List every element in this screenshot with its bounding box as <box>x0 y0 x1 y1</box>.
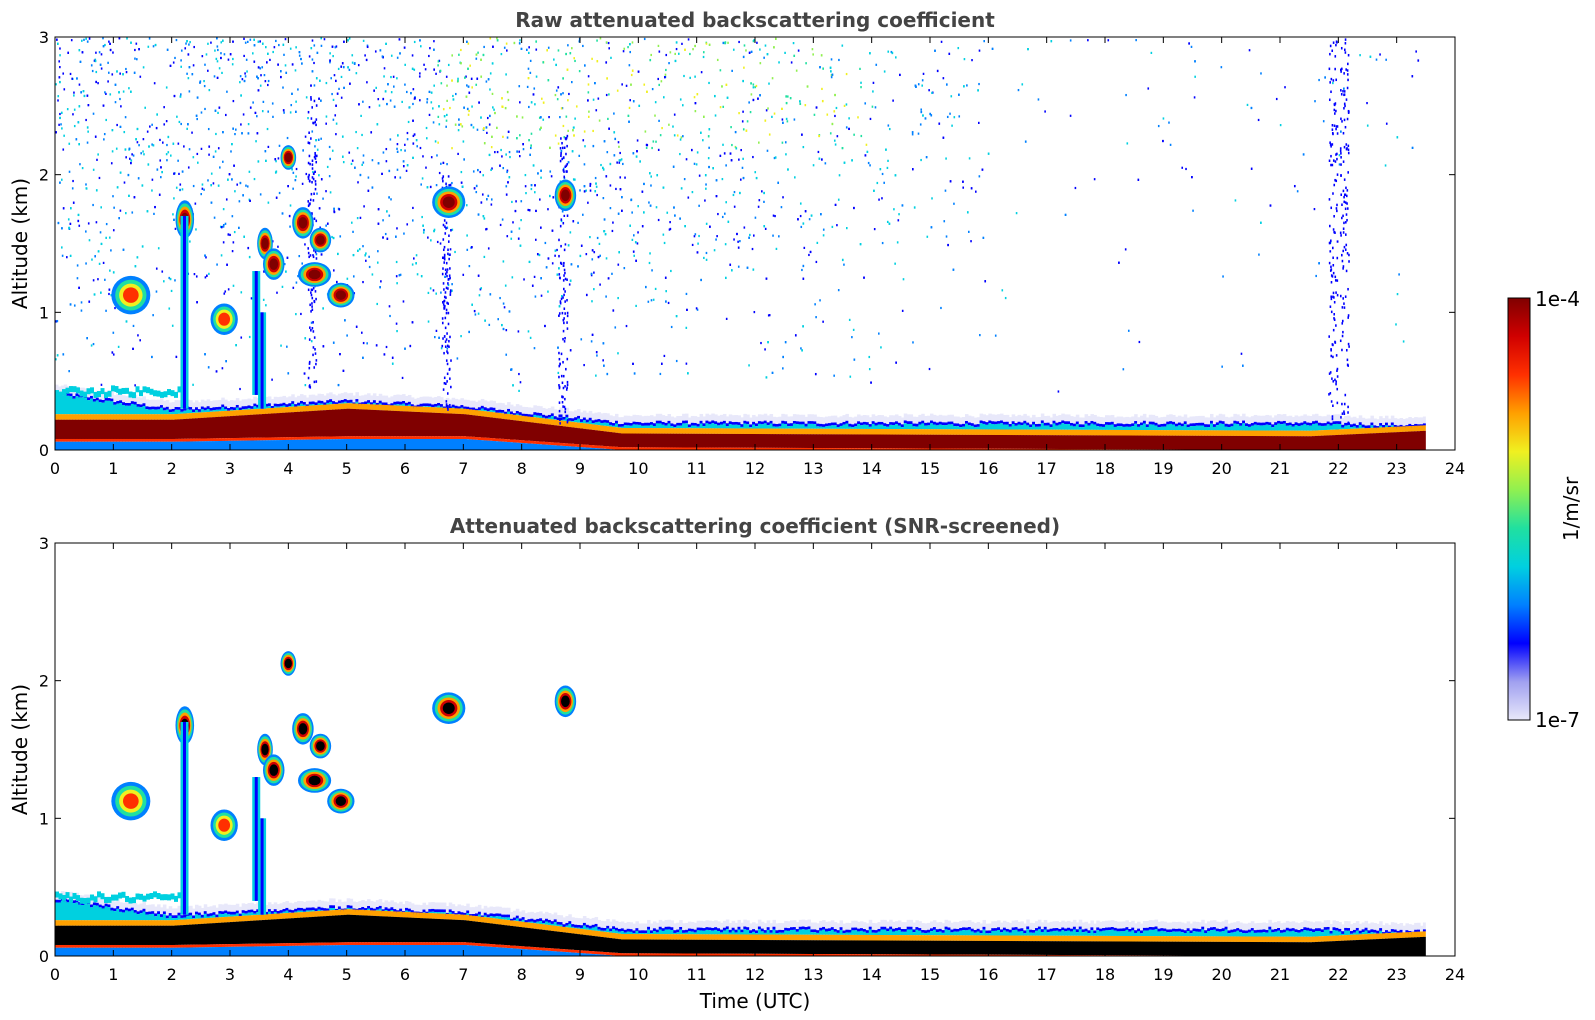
x-tick-label: 4 <box>283 965 293 984</box>
panel-1-title: Raw attenuated backscattering coefficien… <box>515 8 995 32</box>
x-tick-label: 18 <box>1095 459 1115 478</box>
y-tick-label: 0 <box>39 441 49 460</box>
colorbar-max-label: 1e-4 <box>1535 287 1580 311</box>
x-tick-label: 3 <box>225 459 235 478</box>
x-tick-label: 0 <box>50 459 60 478</box>
x-tick-label: 8 <box>517 965 527 984</box>
x-tick-label: 10 <box>628 459 648 478</box>
colorbar <box>1507 297 1531 721</box>
y-tick-label: 2 <box>39 166 49 185</box>
x-tick-label: 10 <box>628 965 648 984</box>
x-tick-label: 14 <box>861 459 881 478</box>
x-tick-label: 23 <box>1386 965 1406 984</box>
x-tick-label: 12 <box>745 459 765 478</box>
panel-2-y-axis-label: Altitude (km) <box>8 684 32 815</box>
panel-1-plot-area <box>55 37 1455 450</box>
x-tick-label: 12 <box>745 965 765 984</box>
x-tick-label: 22 <box>1328 459 1348 478</box>
colorbar-min-label: 1e-7 <box>1535 708 1580 732</box>
x-axis-label: Time (UTC) <box>699 989 811 1013</box>
x-tick-label: 14 <box>861 965 881 984</box>
x-tick-label: 17 <box>1036 459 1056 478</box>
x-tick-label: 8 <box>517 459 527 478</box>
x-tick-label: 13 <box>803 965 823 984</box>
x-tick-label: 6 <box>400 965 410 984</box>
x-tick-label: 16 <box>978 459 998 478</box>
y-tick-label: 3 <box>39 534 49 553</box>
x-tick-label: 11 <box>686 965 706 984</box>
x-tick-label: 1 <box>108 965 118 984</box>
x-tick-label: 17 <box>1036 965 1056 984</box>
x-tick-label: 0 <box>50 965 60 984</box>
x-tick-label: 24 <box>1445 459 1465 478</box>
x-tick-label: 6 <box>400 459 410 478</box>
x-tick-label: 21 <box>1270 459 1290 478</box>
x-tick-label: 13 <box>803 459 823 478</box>
colorbar-unit-label: 1/m/sr <box>1559 476 1583 541</box>
x-tick-label: 5 <box>342 459 352 478</box>
y-tick-label: 1 <box>39 809 49 828</box>
x-tick-label: 23 <box>1386 459 1406 478</box>
panel-2-plot-area <box>55 543 1455 956</box>
x-tick-label: 4 <box>283 459 293 478</box>
x-tick-label: 15 <box>920 965 940 984</box>
x-tick-label: 7 <box>458 965 468 984</box>
x-tick-label: 24 <box>1445 965 1465 984</box>
x-tick-label: 1 <box>108 459 118 478</box>
y-tick-label: 3 <box>39 28 49 47</box>
x-tick-label: 3 <box>225 965 235 984</box>
x-tick-label: 16 <box>978 965 998 984</box>
x-tick-label: 22 <box>1328 965 1348 984</box>
y-tick-label: 1 <box>39 303 49 322</box>
x-tick-label: 9 <box>575 459 585 478</box>
x-tick-label: 19 <box>1153 459 1173 478</box>
y-tick-label: 2 <box>39 672 49 691</box>
x-tick-label: 19 <box>1153 965 1173 984</box>
panel-1-axes: 0 1 2 3 4 5 6 7 8 9 10 11 12 13 14 15 16 17 18 19 20 21 22 23 24… <box>39 28 1465 478</box>
x-tick-label: 11 <box>686 459 706 478</box>
y-tick-label: 0 <box>39 947 49 966</box>
x-tick-label: 21 <box>1270 965 1290 984</box>
x-tick-label: 15 <box>920 459 940 478</box>
x-tick-label: 2 <box>167 965 177 984</box>
panel-2-axes: 0 1 2 3 4 5 6 7 8 9 10 11 12 13 14 15 16 17 18 19 20 21 22 23 24… <box>39 534 1465 984</box>
x-tick-label: 2 <box>167 459 177 478</box>
panel-2-title: Attenuated backscattering coefficient (S… <box>450 514 1060 538</box>
x-tick-label: 9 <box>575 965 585 984</box>
x-tick-label: 7 <box>458 459 468 478</box>
x-tick-label: 18 <box>1095 965 1115 984</box>
panel-1-y-axis-label: Altitude (km) <box>8 178 32 309</box>
x-tick-label: 5 <box>342 965 352 984</box>
x-tick-label: 20 <box>1211 965 1231 984</box>
x-tick-label: 20 <box>1211 459 1231 478</box>
